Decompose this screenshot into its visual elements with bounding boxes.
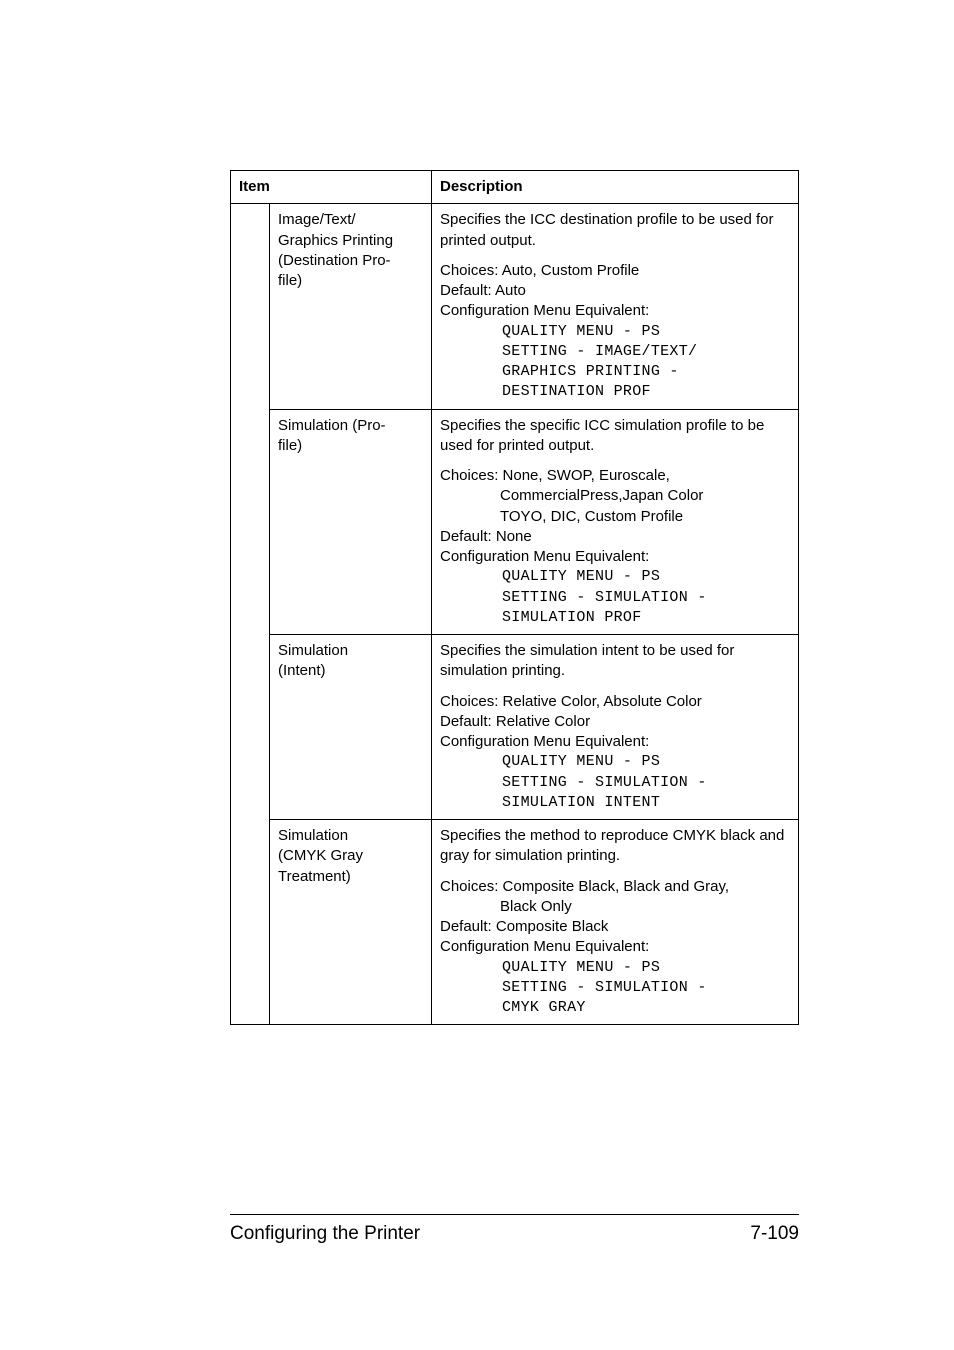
table-item-cell: Simulation (Pro-file) [270,409,432,635]
table-stub-cell [231,204,270,409]
table-stub-cell [231,635,270,820]
table-item-cell: Simulation(Intent) [270,635,432,820]
page-footer: Configuring the Printer 7-109 [230,1214,799,1245]
header-item: Item [231,171,432,204]
table-item-cell: Image/Text/Graphics Printing(Destination… [270,204,432,409]
settings-table: Item Description Image/Text/Graphics Pri… [230,170,799,1025]
table-description-cell: Specifies the ICC destination profile to… [432,204,799,409]
table-description-cell: Specifies the simulation intent to be us… [432,635,799,820]
table-description-cell: Specifies the method to reproduce CMYK b… [432,820,799,1025]
table-description-cell: Specifies the specific ICC simulation pr… [432,409,799,635]
header-description: Description [432,171,799,204]
table-stub-cell [231,820,270,1025]
footer-title: Configuring the Printer [230,1223,420,1245]
table-stub-cell [231,409,270,635]
footer-page-number: 7-109 [750,1223,799,1245]
table-item-cell: Simulation(CMYK GrayTreatment) [270,820,432,1025]
